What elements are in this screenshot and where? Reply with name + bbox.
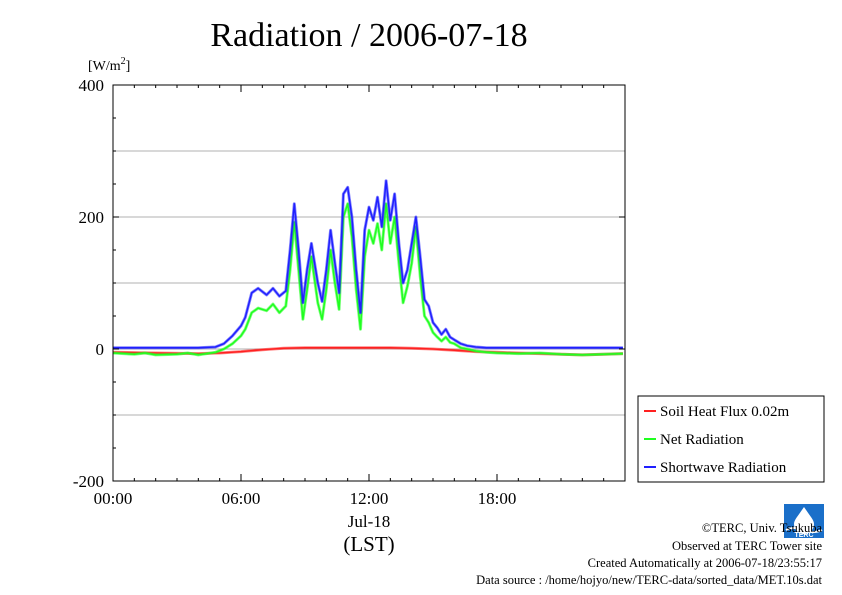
x-axis-date-label: Jul-18 <box>348 512 391 531</box>
terc-logo: TERC <box>784 504 824 539</box>
y-tick-label: 400 <box>79 76 105 95</box>
y-axis-unit-label: [W/m2] <box>88 56 130 74</box>
x-tick-label: 18:00 <box>478 489 517 508</box>
logo-text: TERC <box>794 532 813 539</box>
series-line-halo <box>112 202 623 357</box>
legend-label: Shortwave Radiation <box>660 460 787 476</box>
x-axis-label: (LST) <box>343 532 394 556</box>
x-tick-label: 06:00 <box>222 489 261 508</box>
chart-title: Radiation / 2006-07-18 <box>210 17 527 54</box>
y-axis-ticks: 400 200 0 -200 <box>73 76 625 491</box>
grid-lines <box>113 150 625 416</box>
legend-label: Soil Heat Flux 0.02m <box>660 404 790 420</box>
series-line-halo <box>113 179 623 350</box>
legend-label: Net Radiation <box>660 432 744 448</box>
x-tick-label: 12:00 <box>350 489 389 508</box>
y-tick-label: -200 <box>73 472 104 491</box>
series-line <box>113 179 623 349</box>
y-tick-label: 0 <box>96 340 105 359</box>
series-line <box>112 203 623 356</box>
series-lines <box>112 179 623 357</box>
y-tick-label: 200 <box>79 208 105 227</box>
observed-text: Observed at TERC Tower site <box>672 539 822 553</box>
x-tick-label: 00:00 <box>94 489 133 508</box>
legend: Soil Heat Flux 0.02m Net Radiation Shortwa… <box>637 395 825 483</box>
x-axis-ticks: 00:00 06:00 12:00 18:00 <box>94 85 626 508</box>
legend-frame <box>637 395 825 483</box>
created-text: Created Automatically at 2006-07-18/23:5… <box>588 556 822 570</box>
data-source-text: Data source : /home/hojyo/new/TERC-data/… <box>476 573 822 587</box>
copyright-text: ©TERC, Univ. Tsukuba <box>702 521 823 535</box>
